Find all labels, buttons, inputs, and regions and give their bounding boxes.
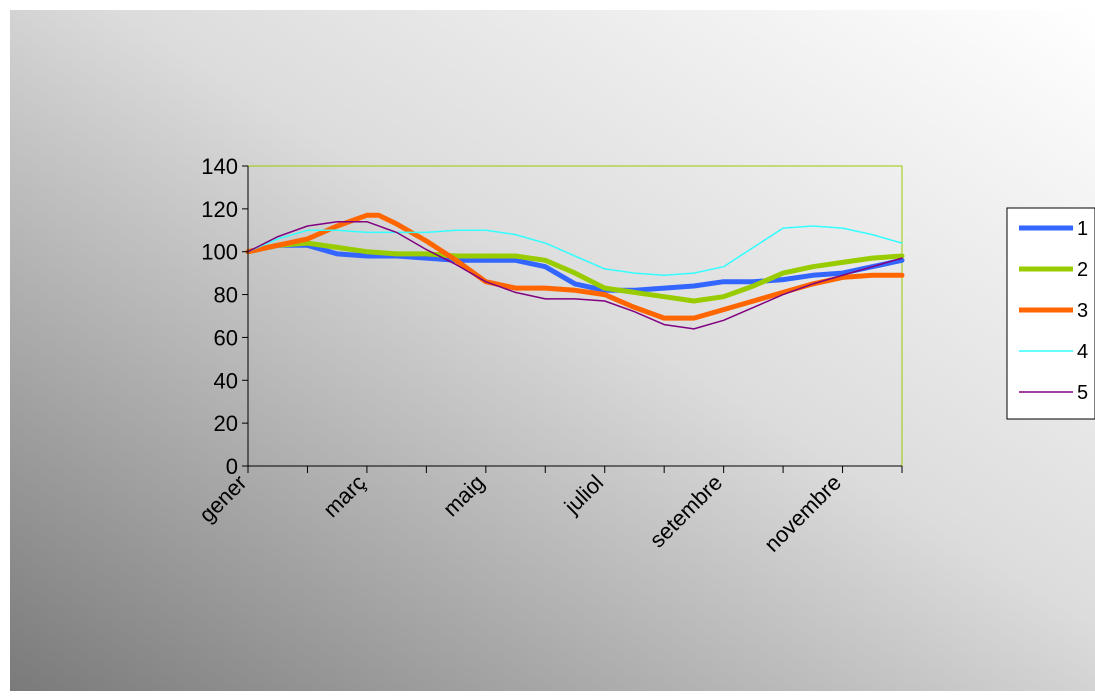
series-line-4 xyxy=(247,225,903,277)
series-line-2 xyxy=(245,240,905,304)
y-tick-label: 60 xyxy=(214,325,238,350)
series-line-1 xyxy=(245,242,905,293)
y-tick-label: 120 xyxy=(201,197,238,222)
series-line-3 xyxy=(245,212,905,321)
legend-label-1: 1 xyxy=(1077,218,1088,240)
y-tick-label: 40 xyxy=(214,368,238,393)
series-lines xyxy=(245,212,905,330)
y-tick-label: 100 xyxy=(201,240,238,265)
legend: 1 2 3 4 5 xyxy=(1006,207,1095,420)
y-tick-label: 140 xyxy=(201,154,238,179)
chart-background xyxy=(10,10,1095,691)
legend-label-3: 3 xyxy=(1077,300,1088,322)
y-tick-label: 80 xyxy=(214,283,238,308)
y-tick-label: 0 xyxy=(226,454,238,479)
legend-box xyxy=(1006,207,1095,420)
y-tick-label: 20 xyxy=(214,411,238,436)
legend-label-5: 5 xyxy=(1077,382,1088,404)
legend-label-4: 4 xyxy=(1077,341,1088,363)
series-line-5 xyxy=(247,220,903,330)
legend-label-2: 2 xyxy=(1077,259,1088,281)
